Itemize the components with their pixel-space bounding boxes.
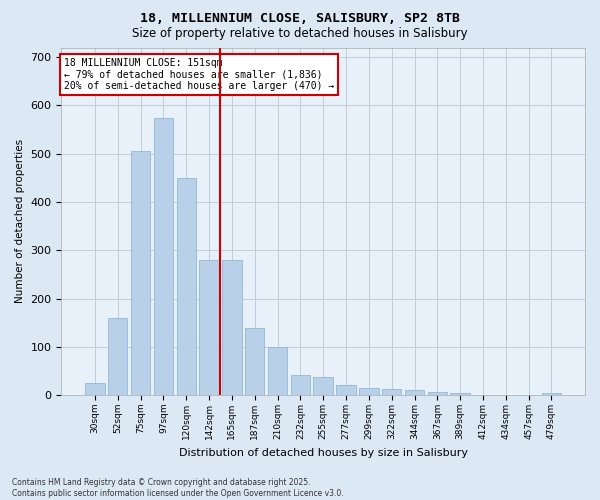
Bar [382,389,401,395]
X-axis label: Distribution of detached houses by size in Salisbury: Distribution of detached houses by size … [179,448,468,458]
Bar [176,178,196,395]
Bar [131,152,150,395]
Text: Size of property relative to detached houses in Salisbury: Size of property relative to detached ho… [132,28,468,40]
Bar [108,318,127,395]
Bar [451,392,470,395]
Text: 18, MILLENNIUM CLOSE, SALISBURY, SP2 8TB: 18, MILLENNIUM CLOSE, SALISBURY, SP2 8TB [140,12,460,26]
Bar [405,390,424,395]
Bar [542,393,561,395]
Text: 18 MILLENNIUM CLOSE: 151sqm
← 79% of detached houses are smaller (1,836)
20% of : 18 MILLENNIUM CLOSE: 151sqm ← 79% of det… [64,58,334,91]
Bar [199,260,219,395]
Bar [428,392,447,395]
Bar [290,375,310,395]
Bar [313,377,333,395]
Bar [245,328,265,395]
Y-axis label: Number of detached properties: Number of detached properties [15,140,25,304]
Bar [154,118,173,395]
Bar [85,383,104,395]
Bar [359,388,379,395]
Text: Contains HM Land Registry data © Crown copyright and database right 2025.
Contai: Contains HM Land Registry data © Crown c… [12,478,344,498]
Bar [337,386,356,395]
Bar [268,347,287,395]
Bar [222,260,242,395]
